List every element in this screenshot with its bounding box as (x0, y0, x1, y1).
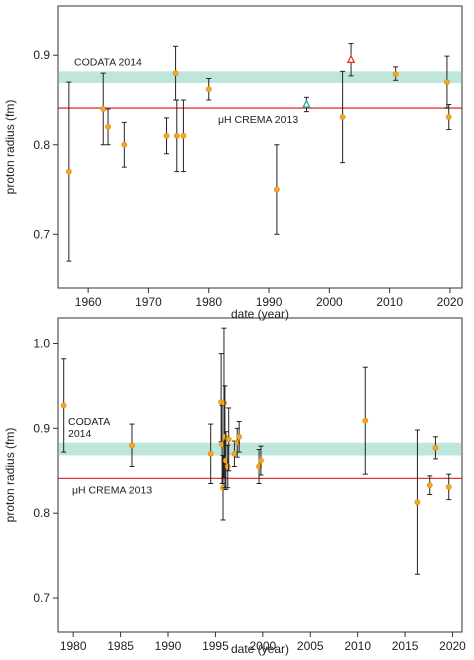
x-tick-label: 1980 (60, 639, 87, 653)
data-point-marker (236, 433, 243, 440)
x-tick-label: 1990 (155, 639, 182, 653)
x-tick-label: 1960 (75, 295, 102, 309)
x-tick-label: 1990 (256, 295, 283, 309)
data-point-marker (221, 399, 227, 406)
data-point-marker (205, 86, 212, 93)
y-tick-label: 0.7 (33, 227, 50, 241)
data-point-marker (129, 442, 135, 449)
data-point-marker (172, 70, 179, 77)
data-point-marker (100, 106, 107, 112)
data-point-marker (256, 463, 262, 470)
bottom-chart: 1980 1985 1990 1995 2000 2005 2010 2015 2020 0.7 0… (3, 317, 466, 656)
x-tick-label: 2020 (437, 295, 464, 309)
x-tick-label: 1980 (195, 295, 222, 309)
data-point-marker (231, 450, 238, 457)
codata-label-year: 2014 (68, 428, 92, 440)
y-tick-label: 0.8 (33, 138, 50, 152)
data-point-marker (445, 114, 452, 120)
data-point (444, 55, 450, 109)
data-point-marker (426, 482, 433, 489)
data-point (392, 66, 399, 81)
data-point (273, 144, 280, 235)
data-point-marker (445, 483, 452, 490)
x-tick-label: 2020 (439, 639, 466, 653)
data-point-marker (173, 132, 180, 139)
data-point (258, 445, 264, 476)
data-point-marker (258, 457, 264, 464)
data-point-marker (234, 439, 241, 446)
data-point (414, 429, 421, 575)
data-point-marker (432, 444, 439, 451)
data-point (205, 78, 212, 101)
triangle-marker (346, 54, 356, 63)
x-axis-label: date (year) (231, 642, 289, 656)
data-point (426, 475, 433, 496)
data-point (65, 81, 72, 262)
triangle-marker (302, 99, 311, 108)
x-tick-label: 2000 (316, 295, 343, 309)
data-point (362, 366, 369, 475)
muonic-hydrogen-label: μH CREMA 2013 (72, 484, 152, 496)
data-point-marker (392, 71, 399, 77)
data-point (121, 121, 128, 168)
data-point (346, 43, 356, 77)
data-point (173, 99, 180, 173)
data-point (163, 117, 170, 155)
plot-frame (57, 317, 463, 633)
x-tick-label: 2010 (344, 639, 371, 653)
codata-band (59, 71, 461, 83)
data-point (100, 72, 107, 146)
data-point-marker (362, 417, 369, 424)
top-chart: 1960 1970 1980 1990 2000 2010 2020 0.7 0.8 0.9 dat… (3, 5, 464, 321)
data-point-marker (224, 463, 231, 470)
y-tick-label: 1.0 (33, 336, 50, 350)
data-point-marker (65, 168, 72, 175)
data-point (207, 423, 214, 484)
data-point-marker (121, 141, 128, 148)
y-axis-label: proton radius (fm) (3, 428, 17, 523)
x-tick-label: 2015 (392, 639, 419, 653)
data-point-marker (339, 114, 346, 120)
x-tick-label: 2010 (376, 295, 403, 309)
y-tick-label: 0.7 (33, 591, 50, 605)
data-point (445, 103, 452, 131)
data-point (218, 353, 225, 443)
data-point (225, 407, 232, 472)
data-point (302, 96, 311, 113)
data-point (432, 436, 439, 460)
data-point-marker (60, 402, 67, 409)
muonic-hydrogen-label: μH CREMA 2013 (218, 114, 298, 126)
x-tick-label: 2000 (249, 639, 276, 653)
y-tick-label: 0.8 (33, 506, 50, 520)
data-point (60, 358, 67, 453)
x-tick-label: 1985 (107, 639, 134, 653)
x-tick-label: 1970 (135, 295, 162, 309)
data-point (180, 99, 187, 173)
y-tick-label: 0.9 (33, 421, 50, 435)
data-point-marker (105, 123, 111, 130)
data-point-marker (444, 79, 450, 85)
x-tick-label: 1995 (202, 639, 229, 653)
data-point-marker (414, 499, 421, 506)
data-point (105, 108, 111, 146)
data-point (172, 45, 179, 101)
data-point-marker (273, 186, 280, 193)
y-tick-label: 0.9 (33, 48, 50, 62)
data-point (339, 70, 346, 164)
codata-label: CODATA 2014 (74, 56, 142, 68)
plot-frame (57, 5, 463, 289)
data-point-marker (207, 450, 214, 457)
x-tick-label: 2005 (297, 639, 324, 653)
data-point (236, 421, 243, 453)
x-axis-label: date (year) (231, 307, 289, 321)
codata-label: CODATA (68, 416, 110, 428)
data-point (445, 473, 452, 501)
data-point (129, 423, 135, 468)
data-point-marker (163, 132, 170, 139)
y-axis-label: proton radius (fm) (3, 100, 17, 195)
data-point-marker (225, 436, 232, 443)
data-point-marker (180, 132, 187, 139)
